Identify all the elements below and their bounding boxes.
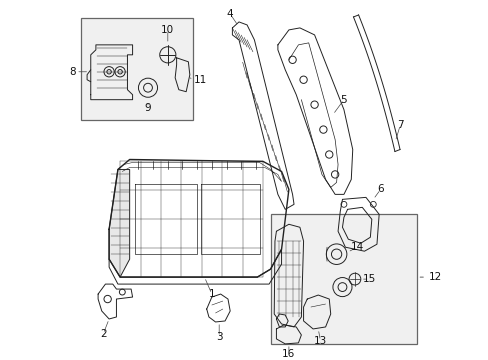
Text: 4: 4 <box>226 9 233 19</box>
Text: 9: 9 <box>144 103 151 113</box>
Text: 3: 3 <box>215 332 222 342</box>
Text: 2: 2 <box>100 329 106 339</box>
Text: 15: 15 <box>362 274 375 284</box>
Text: 6: 6 <box>377 184 383 194</box>
FancyBboxPatch shape <box>81 18 193 120</box>
Text: 7: 7 <box>396 120 403 130</box>
Polygon shape <box>109 170 129 277</box>
Text: 13: 13 <box>313 336 326 346</box>
FancyBboxPatch shape <box>270 214 416 344</box>
Text: 14: 14 <box>350 242 363 252</box>
Text: 10: 10 <box>161 25 174 35</box>
Text: 5: 5 <box>340 95 346 105</box>
Text: 8: 8 <box>69 67 76 77</box>
Text: 11: 11 <box>193 75 206 85</box>
Text: 1: 1 <box>208 289 215 299</box>
Text: 16: 16 <box>282 349 295 359</box>
Text: 12: 12 <box>428 272 442 282</box>
